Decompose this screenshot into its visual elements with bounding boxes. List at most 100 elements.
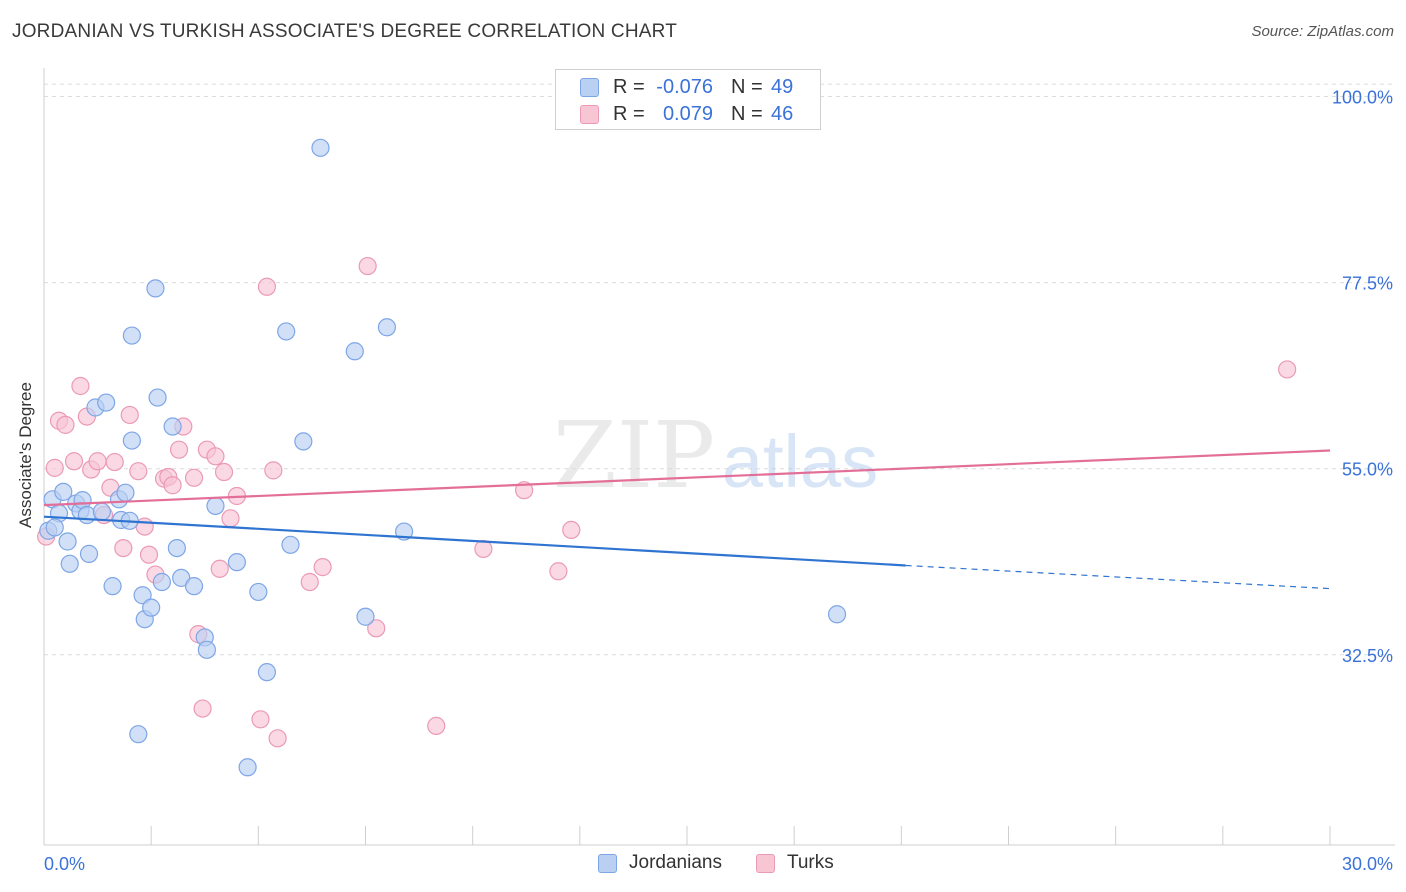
n-value: 49 xyxy=(771,75,794,98)
turk-point xyxy=(251,710,270,729)
turk-point xyxy=(358,256,377,276)
legend-item-turks[interactable]: Turks xyxy=(755,852,834,874)
turk-point xyxy=(221,509,240,528)
turk-point xyxy=(45,458,64,477)
jordanian-point xyxy=(133,586,152,605)
turk-point xyxy=(56,415,75,434)
turk-point xyxy=(193,699,212,718)
jordanian-point xyxy=(152,572,171,592)
chart-title: JORDANIAN VS TURKISH ASSOCIATE'S DEGREE … xyxy=(12,21,678,42)
turk-point xyxy=(129,462,148,481)
turk-point xyxy=(210,559,229,578)
jordanian-point xyxy=(122,431,141,450)
turk-point xyxy=(474,539,493,559)
jordanian-point xyxy=(257,663,277,682)
y-tick-label: 32.5% xyxy=(1342,646,1393,666)
turk-point xyxy=(300,572,319,592)
jordanian-point xyxy=(122,326,141,345)
jordanians-swatch xyxy=(598,853,617,873)
jordanian-point xyxy=(54,482,73,501)
r-value: 0.079 xyxy=(662,102,713,125)
turk-point xyxy=(1278,360,1297,379)
jordanian-point xyxy=(356,607,375,626)
jordanian-point xyxy=(146,279,165,298)
jordanian-point xyxy=(206,496,225,516)
jordanians-swatch xyxy=(580,77,599,97)
turk-point xyxy=(206,447,225,466)
jordanian-point xyxy=(92,502,111,521)
x-tick-label: 0.0% xyxy=(44,854,85,874)
jordanian-point xyxy=(60,554,79,573)
jordanian-point xyxy=(227,553,246,572)
turk-point xyxy=(549,562,568,581)
turk-point xyxy=(139,545,159,564)
turk-point xyxy=(120,405,139,425)
y-tick-label: 77.5% xyxy=(1342,274,1393,294)
jordanian-point xyxy=(129,725,148,744)
jordanian-point xyxy=(45,518,64,537)
grid xyxy=(44,83,1395,656)
watermark: ZIP atlas xyxy=(553,402,878,509)
r-label: R = xyxy=(613,75,645,98)
jordanian-point xyxy=(163,417,182,436)
jordanian-point xyxy=(116,483,135,502)
tick-labels: 32.5% 55.0% 77.5% 100.0% 0.0% 30.0% xyxy=(44,88,1393,874)
watermark-atlas: atlas xyxy=(722,420,878,503)
n-label: N = xyxy=(731,102,763,125)
jordanian-point xyxy=(294,432,313,451)
y-tick-label: 55.0% xyxy=(1342,460,1393,480)
legend-label-turks: Turks xyxy=(786,852,834,873)
jordanian-point xyxy=(77,505,96,525)
y-tick-label: 100.0% xyxy=(1332,88,1393,108)
turk-point xyxy=(268,729,287,748)
jordanian-point xyxy=(238,758,257,777)
turk-point xyxy=(184,468,204,487)
jordanian-point xyxy=(184,577,204,596)
stats-legend: R = -0.076 N = 49 R = 0.079 N = 46 xyxy=(555,69,821,130)
turk-point xyxy=(562,520,581,540)
jordanian-point xyxy=(79,544,99,563)
axes xyxy=(43,68,1395,846)
jordanian-point xyxy=(97,393,116,412)
jordanian-point xyxy=(827,605,847,624)
turks-swatch xyxy=(580,104,599,124)
turk-point xyxy=(427,716,446,736)
turks-trend-line xyxy=(43,449,1331,507)
turk-point xyxy=(105,452,124,472)
turk-point xyxy=(313,558,332,577)
turk-point xyxy=(214,462,234,482)
jordanians-trend-extension xyxy=(905,564,1331,590)
r-value: -0.076 xyxy=(656,75,713,98)
jordanians-trend-line xyxy=(43,515,906,567)
n-value: 46 xyxy=(771,102,794,125)
turk-point xyxy=(264,461,283,480)
turk-point xyxy=(88,452,107,471)
jordanian-point xyxy=(142,598,161,617)
jordanian-point xyxy=(197,640,216,659)
turk-point xyxy=(71,376,90,396)
jordanian-point xyxy=(311,138,330,157)
turks-swatch xyxy=(755,853,775,873)
jordanian-point xyxy=(277,322,296,341)
jordanian-point xyxy=(172,568,191,587)
turk-point xyxy=(367,619,386,638)
watermark-zip: ZIP xyxy=(553,402,715,509)
n-label: N = xyxy=(731,75,763,98)
legend-row-jordanians: R = -0.076 N = 49 xyxy=(580,75,793,99)
legend-row-turks: R = 0.079 N = 46 xyxy=(580,102,793,126)
series-legend: Jordanians Turks xyxy=(598,852,868,874)
jordanian-point xyxy=(249,582,268,602)
legend-label-jordanians: Jordanians xyxy=(629,852,722,873)
turk-point xyxy=(257,277,277,296)
jordanian-point xyxy=(148,388,167,407)
r-label: R = xyxy=(613,102,645,125)
legend-item-jordanians[interactable]: Jordanians xyxy=(598,852,722,874)
turk-point xyxy=(64,452,84,471)
jordanian-point xyxy=(377,318,397,337)
trend-lines xyxy=(43,449,1331,590)
turk-point xyxy=(114,538,133,558)
jordanian-point xyxy=(345,342,364,361)
turk-point xyxy=(163,476,182,495)
turk-point xyxy=(169,440,189,459)
